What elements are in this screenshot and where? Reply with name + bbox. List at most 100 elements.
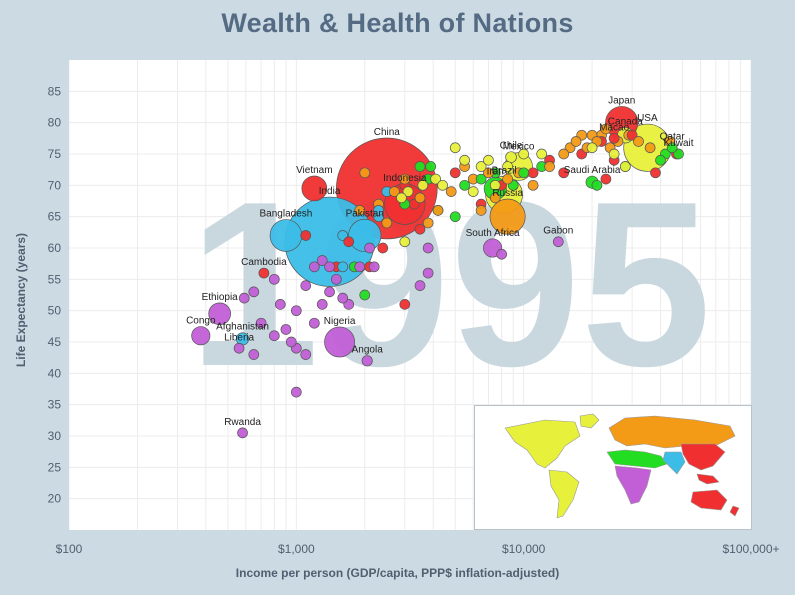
- bubble: [316, 299, 328, 310]
- bubble: [586, 142, 598, 154]
- x-tick-label: $1,000: [278, 542, 315, 556]
- bubble: [337, 261, 349, 273]
- bubble: [417, 179, 429, 191]
- bubble: [414, 223, 426, 235]
- bubble: [324, 286, 335, 298]
- bubble: [459, 179, 470, 191]
- bubble: [268, 273, 280, 285]
- bubble: [422, 267, 434, 279]
- bubble: [343, 236, 355, 248]
- y-tick-label: 65: [48, 210, 62, 224]
- y-tick-label: 35: [48, 398, 62, 412]
- label-south-africa: South Africa: [466, 228, 520, 239]
- bubble: [399, 236, 411, 248]
- bubble-nigeria: [324, 326, 356, 358]
- bubble: [626, 129, 638, 141]
- bubble-liberia: [233, 342, 245, 354]
- label-japan: Japan: [608, 95, 635, 106]
- label-china: China: [374, 127, 401, 138]
- bubble-cambodia: [258, 267, 270, 279]
- bubble: [608, 148, 620, 160]
- bubble: [337, 292, 349, 304]
- bubble-kuwait: [673, 148, 684, 160]
- label-iran: Iran: [487, 166, 504, 177]
- label-saudi-arabia: Saudi Arabia: [564, 165, 621, 176]
- bubble: [389, 186, 400, 197]
- bubble: [475, 205, 487, 216]
- bubble: [290, 386, 302, 398]
- bubble: [422, 217, 434, 229]
- y-tick-label: 25: [48, 460, 62, 474]
- bubble: [619, 161, 631, 172]
- label-chile: Chile: [500, 141, 523, 152]
- bubble-rwanda: [237, 427, 248, 439]
- world-map-icon: [504, 413, 740, 519]
- bubble: [558, 148, 570, 160]
- bubble: [475, 173, 487, 185]
- y-tick-label: 85: [48, 84, 62, 98]
- bubble: [459, 154, 470, 166]
- bubble-ethiopia: [208, 302, 231, 326]
- bubble-chile: [505, 151, 517, 163]
- bubble: [331, 273, 342, 285]
- bubble: [570, 136, 582, 147]
- bubble: [285, 336, 297, 348]
- label-vietnam: Vietnam: [296, 165, 333, 176]
- bubble: [280, 324, 292, 335]
- bubble: [377, 242, 389, 254]
- bubble: [449, 211, 461, 223]
- label-ethiopia: Ethiopia: [202, 292, 239, 303]
- bubble-russia: [489, 198, 526, 235]
- bubble-vietnam: [301, 175, 328, 202]
- bubble: [445, 186, 457, 197]
- bubble: [248, 286, 260, 298]
- bubble: [308, 317, 320, 329]
- bubble: [655, 154, 666, 166]
- bubble: [502, 161, 513, 172]
- bubble: [600, 173, 612, 185]
- label-canada: Canada: [608, 116, 643, 127]
- bubble: [496, 248, 507, 260]
- bubble: [527, 179, 539, 191]
- bubble: [274, 299, 286, 310]
- bubble: [300, 280, 312, 291]
- bubble: [633, 136, 644, 147]
- region-legend-map[interactable]: [474, 405, 752, 530]
- bubble: [364, 242, 375, 254]
- bubble: [238, 292, 250, 304]
- label-cambodia: Cambodia: [241, 257, 287, 268]
- label-bangladesh: Bangladesh: [260, 209, 313, 220]
- bubble: [483, 167, 494, 179]
- bubble: [290, 305, 302, 317]
- label-nigeria: Nigeria: [324, 316, 356, 327]
- bubble: [399, 173, 411, 185]
- x-axis-label: Income per person (GDP/capita, PPP$ infl…: [235, 566, 560, 580]
- chart-title: Wealth & Health of Nations: [221, 8, 574, 38]
- label-qatar: Qatar: [660, 132, 686, 143]
- bubble: [396, 192, 407, 204]
- bubble: [414, 192, 426, 204]
- bubble: [359, 289, 371, 301]
- y-tick-label: 75: [48, 147, 62, 161]
- label-rwanda: Rwanda: [224, 417, 261, 428]
- bubble: [475, 161, 487, 172]
- bubble: [402, 186, 414, 197]
- label-usa: USA: [637, 113, 658, 124]
- label-liberia: Liberia: [224, 332, 254, 343]
- bubble: [268, 330, 280, 342]
- bubble: [536, 148, 548, 160]
- bubble: [544, 161, 555, 172]
- y-tick-label: 70: [48, 178, 62, 192]
- y-tick-label: 40: [48, 366, 62, 380]
- bubble: [300, 349, 312, 360]
- label-indonesia: Indonesia: [383, 173, 427, 184]
- y-tick-label: 50: [48, 304, 62, 318]
- bubble-angola: [361, 355, 373, 367]
- bubble: [527, 167, 539, 179]
- bubble: [300, 230, 312, 241]
- bubble: [255, 317, 267, 329]
- label-gabon: Gabon: [543, 226, 573, 237]
- bubble: [399, 299, 411, 310]
- bubble-gabon: [552, 236, 564, 248]
- bubble-qatar: [666, 142, 678, 154]
